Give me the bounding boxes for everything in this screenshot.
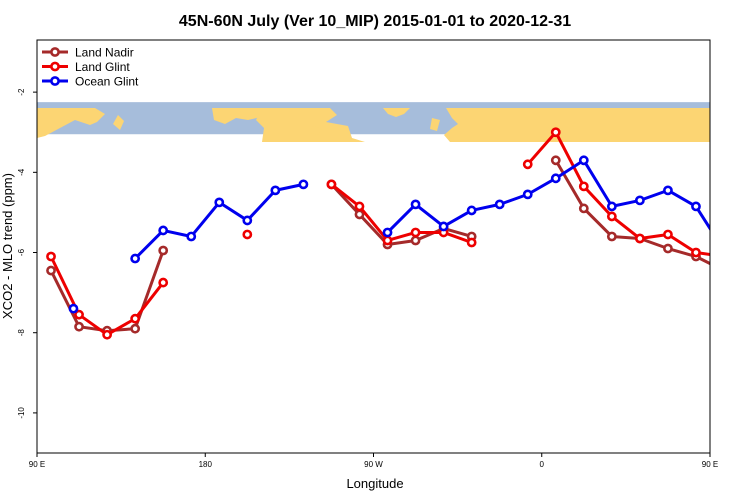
legend-label: Ocean Glint <box>75 75 139 89</box>
data-point-land-nadir <box>354 209 365 220</box>
data-point-ocean-glint <box>578 155 589 166</box>
data-point-land-glint <box>102 329 113 340</box>
data-point-ocean-glint <box>186 231 197 242</box>
x-tick-label: 90 E <box>702 460 718 469</box>
map-land <box>37 108 710 142</box>
x-tick-label: 0 <box>540 460 545 469</box>
data-point-ocean-glint <box>270 185 281 196</box>
data-point-ocean-glint <box>606 201 617 212</box>
data-point-ocean-glint <box>494 199 505 210</box>
data-point-land-glint <box>663 229 673 240</box>
data-point-ocean-glint <box>410 199 421 210</box>
legend-item-land-glint: Land Glint <box>42 60 130 74</box>
map-land-kamchatka <box>113 115 124 130</box>
data-point-land-nadir <box>74 321 84 332</box>
series-layer <box>46 127 750 340</box>
series-ocean-glint <box>68 155 750 314</box>
legend-marker <box>50 47 60 57</box>
x-axis: 90 E 180 90 W 0 90 E <box>29 453 718 469</box>
data-point-land-glint <box>130 313 141 324</box>
data-point-ocean-glint <box>130 253 141 264</box>
legend-item-land-nadir: Land Nadir <box>42 46 134 60</box>
data-point-ocean-glint <box>522 189 533 200</box>
data-point-land-glint <box>606 211 617 222</box>
data-point-land-nadir <box>663 243 673 254</box>
data-point-ocean-glint <box>438 221 449 232</box>
map-land-britain <box>430 118 440 131</box>
x-tick-label: 180 <box>199 460 213 469</box>
y-tick-label: -2 <box>17 88 26 96</box>
legend-item-ocean-glint: Ocean Glint <box>42 75 139 89</box>
data-point-ocean-glint <box>691 201 701 212</box>
data-point-land-glint <box>242 229 253 240</box>
data-point-ocean-glint <box>382 227 393 238</box>
map-land-north-america <box>256 108 365 142</box>
legend-marker <box>50 76 60 86</box>
data-point-land-nadir <box>578 203 589 214</box>
data-point-ocean-glint <box>298 179 309 190</box>
map-land-eurasia-east <box>37 108 105 138</box>
map-land-alaska <box>212 108 265 124</box>
series-land-glint <box>46 127 727 340</box>
y-tick-label: -6 <box>17 248 26 256</box>
data-point-land-glint <box>410 227 421 238</box>
data-point-ocean-glint <box>720 247 727 254</box>
map-land-hudson-islands <box>310 126 322 135</box>
data-point-land-nadir <box>550 155 561 166</box>
series-line-land-glint <box>330 183 473 244</box>
data-point-land-glint <box>578 181 589 192</box>
y-tick-label: -4 <box>17 168 26 176</box>
legend-label: Land Glint <box>75 60 130 74</box>
data-point-land-glint <box>354 201 365 212</box>
map-land-europe-asia <box>444 108 710 142</box>
data-point-ocean-glint <box>214 197 225 208</box>
y-axis-label: XCO2 - MLO trend (ppm) <box>0 173 15 319</box>
legend-label: Land Nadir <box>75 46 134 60</box>
data-point-ocean-glint <box>634 195 645 206</box>
data-point-ocean-glint <box>158 225 169 236</box>
data-point-ocean-glint <box>466 205 477 216</box>
data-point-land-glint <box>74 309 84 320</box>
y-tick-label: -10 <box>17 407 26 419</box>
data-point-land-nadir <box>158 245 169 256</box>
data-point-ocean-glint <box>743 305 750 312</box>
data-point-land-glint <box>720 253 727 260</box>
x-axis-label: Longitude <box>346 476 403 491</box>
data-point-ocean-glint <box>550 173 561 184</box>
data-point-land-glint <box>550 127 561 138</box>
y-axis: -2 -4 -6 -8 -10 <box>17 88 37 419</box>
data-point-land-nadir <box>720 267 727 274</box>
data-point-land-glint <box>158 277 169 288</box>
y-tick-label: -8 <box>17 329 26 337</box>
legend-marker <box>50 61 60 72</box>
plot-frame <box>36 39 711 454</box>
data-point-ocean-glint <box>663 185 673 196</box>
x-tick-label: 90 E <box>29 460 45 469</box>
data-point-land-glint <box>691 247 701 258</box>
data-point-land-nadir <box>46 265 56 276</box>
series-line-land-glint <box>526 130 710 257</box>
data-point-land-glint <box>634 233 645 244</box>
data-point-land-nadir <box>130 323 141 334</box>
world-map-strip <box>37 102 710 142</box>
chart-title: 45N-60N July (Ver 10_MIP) 2015-01-01 to … <box>179 13 571 30</box>
data-point-land-glint <box>326 179 337 190</box>
data-point-land-nadir <box>410 235 421 246</box>
x-tick-label: 90 W <box>364 460 383 469</box>
data-point-land-nadir <box>606 231 617 242</box>
data-point-land-glint <box>382 235 393 246</box>
data-point-land-glint <box>46 251 56 262</box>
data-point-land-glint <box>522 159 533 170</box>
data-point-ocean-glint <box>68 303 79 314</box>
map-land-greenland <box>383 108 410 117</box>
data-point-land-glint <box>466 237 477 248</box>
data-point-ocean-glint <box>242 215 253 226</box>
series-land-nadir <box>46 155 727 336</box>
